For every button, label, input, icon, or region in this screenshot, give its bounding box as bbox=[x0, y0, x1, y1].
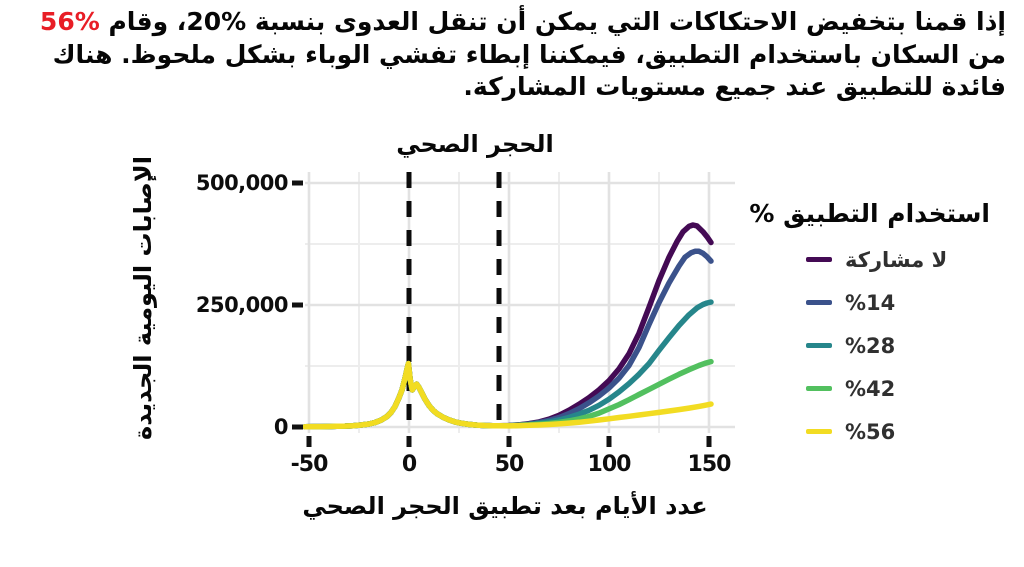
x-tick-label: 100 bbox=[588, 452, 632, 477]
legend-swatch-usage-14 bbox=[806, 300, 832, 305]
legend-label-usage-14: %14 bbox=[845, 290, 896, 315]
legend-item-usage-42: %42 bbox=[806, 367, 947, 410]
y-tick-mark bbox=[292, 302, 303, 308]
legend-label-usage-28: %28 bbox=[845, 333, 896, 358]
legend-title: استخدام التطبيق % bbox=[749, 199, 990, 228]
y-tick-label-0: 0 bbox=[273, 415, 289, 439]
x-tick-label: 150 bbox=[688, 452, 732, 477]
legend-label-no-participation: لا مشاركة bbox=[845, 247, 948, 272]
y-axis-title: الإصابات اليومية الجديدة bbox=[129, 156, 157, 440]
y-tick-label-250000: 250,000 bbox=[195, 293, 289, 317]
legend-label-usage-56: %56 bbox=[845, 419, 896, 444]
legend-item-usage-28: %28 bbox=[806, 324, 947, 367]
intro-text-after: من السكان باستخدام التطبيق، فيمكننا إبطا… bbox=[52, 39, 1006, 102]
plot-panel: -50 0 50 100 150 bbox=[291, 172, 735, 477]
legend-swatch-usage-28 bbox=[806, 343, 832, 348]
legend-item-usage-14: %14 bbox=[806, 281, 947, 324]
intro-text-before: إذا قمنا بتخفيض الاحتكاكات التي يمكن أن … bbox=[99, 7, 1006, 36]
legend-swatch-no-participation bbox=[806, 257, 832, 262]
x-tick-label: -50 bbox=[291, 452, 328, 477]
y-tick-mark bbox=[292, 424, 303, 430]
x-tick-mark bbox=[606, 436, 612, 447]
intro-highlight: %56 bbox=[39, 7, 100, 36]
y-tick-mark bbox=[292, 180, 303, 186]
x-tick-label: 50 bbox=[495, 452, 524, 477]
chart-title: الحجر الصحي bbox=[396, 130, 554, 158]
x-tick-mark bbox=[406, 436, 412, 447]
x-tick-mark bbox=[306, 436, 312, 447]
legend-label-usage-42: %42 bbox=[845, 376, 896, 401]
legend-swatch-usage-42 bbox=[806, 386, 832, 391]
legend: لا مشاركة %14 %28 %42 %56 bbox=[806, 238, 947, 453]
x-tick-mark bbox=[506, 436, 512, 447]
x-tick-label: 0 bbox=[402, 452, 417, 477]
legend-item-usage-56: %56 bbox=[806, 410, 947, 453]
legend-swatch-usage-56 bbox=[806, 429, 832, 434]
x-axis-title: عدد الأيام بعد تطبيق الحجر الصحي bbox=[302, 492, 708, 520]
intro-paragraph: إذا قمنا بتخفيض الاحتكاكات التي يمكن أن … bbox=[38, 6, 1006, 104]
series-line-usage-56 bbox=[302, 360, 714, 430]
y-tick-label-500000: 500,000 bbox=[195, 171, 289, 195]
x-tick-mark bbox=[706, 436, 712, 447]
legend-item-no-participation: لا مشاركة bbox=[806, 238, 947, 281]
